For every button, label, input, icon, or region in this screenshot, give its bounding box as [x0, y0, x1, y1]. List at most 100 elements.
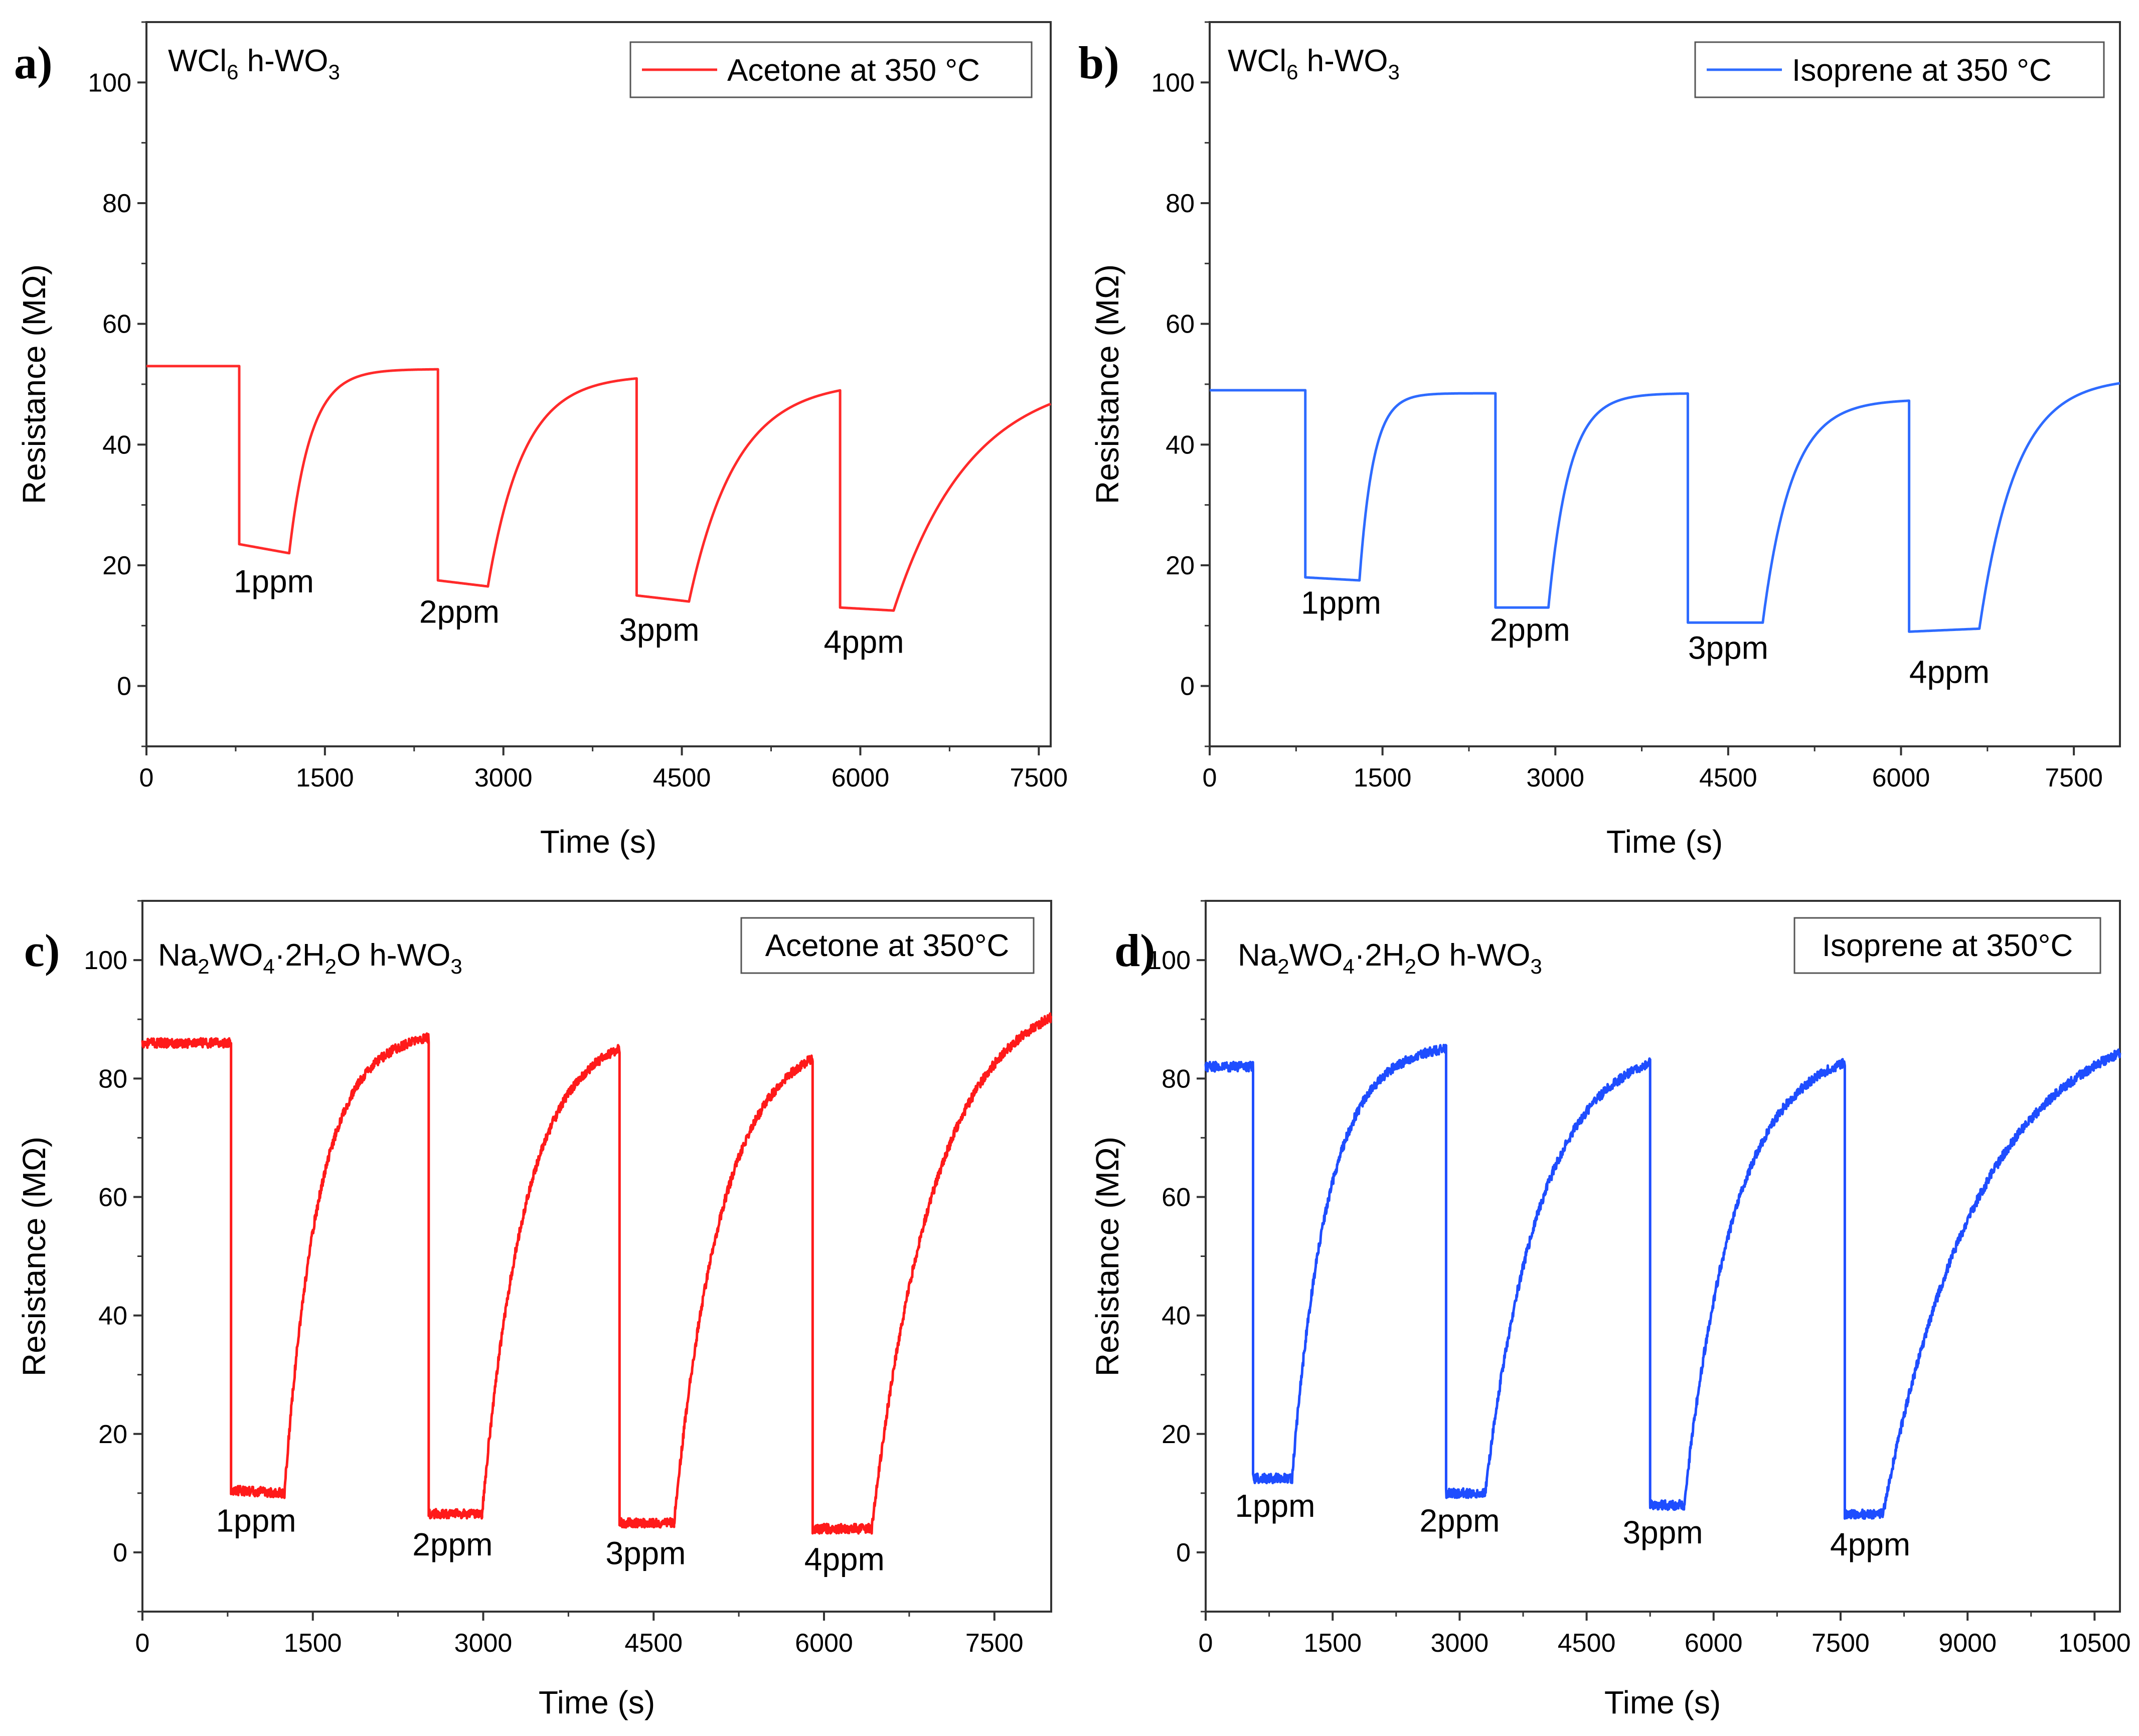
x-tick-label: 3000 [474, 763, 533, 793]
x-ticks-b: 0 1500 3000 4500 6000 7500 [1203, 746, 2103, 793]
x-tick-label: 6000 [1872, 763, 1930, 793]
sample-label: Na2WO4·2H2O h-WO3 [1238, 938, 1542, 978]
legend-label: Acetone at 350 °C [727, 53, 980, 88]
panel-b: 0 1500 3000 4500 6000 7500 0 20 40 60 80 100 1ppm 2… [1078, 21, 2121, 860]
legend-label: Isoprene at 350 °C [1792, 53, 2052, 88]
concentration-label: 4ppm [804, 1541, 885, 1577]
concentration-label: 1ppm [234, 563, 314, 599]
concentration-labels-b: 1ppm 2ppm 3ppm 4ppm [1301, 584, 1990, 690]
x-tick-label: 4500 [1558, 1629, 1616, 1658]
y-tick-label: 60 [1166, 310, 1195, 339]
y-axis-title: Resistance (MΩ) [16, 264, 52, 504]
x-tick-label: 4500 [624, 1629, 683, 1658]
sample-label: Na2WO4·2H2O h-WO3 [158, 938, 462, 978]
concentration-labels-a: 1ppm 2ppm 3ppm 4ppm [234, 563, 904, 660]
y-ticks-c: 0 20 40 60 80 100 [84, 900, 142, 1613]
plot-frame [1209, 21, 2121, 747]
y-tick-label: 20 [102, 551, 131, 580]
x-tick-label: 9000 [1938, 1629, 1997, 1658]
concentration-label: 3ppm [619, 611, 699, 648]
x-axis-title: Time (s) [540, 824, 656, 860]
concentration-label: 1ppm [1301, 584, 1381, 620]
x-tick-label: 3000 [454, 1629, 513, 1658]
y-ticks-a: 0 20 40 60 80 100 [88, 21, 146, 747]
panel-label: a) [14, 37, 53, 88]
x-tick-label: 6000 [795, 1629, 853, 1658]
legend: Isoprene at 350 °C [1694, 41, 2105, 98]
x-tick-label: 0 [139, 763, 154, 793]
concentration-label: 1ppm [1235, 1488, 1315, 1524]
x-tick-label: 6000 [1685, 1629, 1743, 1658]
y-tick-label: 40 [98, 1302, 127, 1331]
concentration-label: 1ppm [216, 1503, 296, 1539]
legend: Acetone at 350 °C [629, 41, 1033, 98]
y-tick-label: 100 [84, 946, 127, 975]
resistance-trace-b [1209, 382, 2121, 633]
concentration-label: 2ppm [412, 1526, 492, 1562]
x-tick-label: 1500 [1303, 1629, 1362, 1658]
legend-label: Isoprene at 350°C [1822, 928, 2073, 963]
legend-box [740, 917, 1035, 974]
concentration-label: 4ppm [824, 623, 904, 660]
legend: Acetone at 350°C [740, 917, 1035, 974]
x-axis-title: Time (s) [1606, 824, 1723, 860]
legend-label: Acetone at 350°C [765, 928, 1010, 963]
y-tick-label: 20 [1166, 551, 1195, 580]
sample-label: WCl6 h-WO3 [1228, 44, 1400, 84]
x-axis-title: Time (s) [1604, 1684, 1721, 1720]
x-tick-label: 0 [135, 1629, 150, 1658]
x-tick-label: 1500 [284, 1629, 342, 1658]
y-ticks-d: 0 20 40 60 80 100 [1147, 900, 1206, 1613]
legend: Isoprene at 350°C [1793, 917, 2101, 974]
concentration-label: 2ppm [419, 593, 500, 629]
concentration-label: 3ppm [1688, 630, 1768, 666]
y-axis-title: Resistance (MΩ) [1089, 264, 1125, 504]
y-tick-label: 0 [117, 672, 131, 701]
x-tick-label: 1500 [296, 763, 354, 793]
panel-a: 0 1500 3000 4500 6000 7500 0 20 40 60 80 100 1ppm 2… [14, 21, 1068, 860]
y-tick-label: 40 [1166, 430, 1195, 459]
x-axis-title: Time (s) [539, 1684, 655, 1720]
x-tick-label: 4500 [1699, 763, 1757, 793]
concentration-label: 2ppm [1490, 611, 1570, 648]
x-tick-label: 0 [1203, 763, 1217, 793]
concentration-label: 3ppm [605, 1535, 686, 1571]
y-tick-label: 80 [1162, 1064, 1191, 1093]
y-tick-label: 100 [1147, 946, 1191, 975]
concentration-label: 4ppm [1909, 654, 1990, 690]
x-ticks-a: 0 1500 3000 4500 6000 7500 [139, 746, 1068, 793]
y-tick-label: 0 [1176, 1538, 1191, 1567]
concentration-label: 4ppm [1830, 1526, 1910, 1562]
y-tick-label: 80 [102, 189, 131, 218]
x-tick-label: 7500 [965, 1629, 1024, 1658]
x-ticks-d: 0 1500 3000 4500 6000 7500 9000 10500 [1199, 1612, 2131, 1658]
y-tick-label: 0 [113, 1538, 127, 1567]
legend-box [1793, 917, 2101, 974]
y-tick-label: 0 [1180, 672, 1195, 701]
x-ticks-c: 0 1500 3000 4500 6000 7500 [135, 1612, 1024, 1658]
sample-label: WCl6 h-WO3 [168, 44, 340, 84]
panel-label: c) [24, 925, 60, 976]
x-tick-label: 4500 [653, 763, 711, 793]
panel-d: 0 1500 3000 4500 6000 7500 9000 10500 0 20 40 60 80… [1089, 900, 2131, 1720]
resistance-trace-a [145, 365, 1052, 612]
y-tick-label: 20 [98, 1420, 127, 1449]
resistance-trace-c [141, 1012, 1053, 1535]
y-tick-label: 60 [1162, 1183, 1191, 1212]
y-tick-label: 40 [1162, 1302, 1191, 1331]
y-tick-label: 80 [98, 1064, 127, 1093]
concentration-labels-c: 1ppm 2ppm 3ppm 4ppm [216, 1503, 884, 1577]
panel-label: b) [1078, 37, 1119, 88]
y-tick-label: 20 [1162, 1420, 1191, 1449]
y-tick-label: 60 [102, 310, 131, 339]
x-tick-label: 3000 [1431, 1629, 1489, 1658]
x-tick-label: 7500 [1812, 1629, 1870, 1658]
y-axis-title: Resistance (MΩ) [1089, 1137, 1125, 1376]
panel-c: 0 1500 3000 4500 6000 7500 0 20 40 60 80 100 1ppm 2… [16, 900, 1053, 1720]
y-ticks-b: 0 20 40 60 80 100 [1151, 21, 1210, 747]
x-tick-label: 7500 [2045, 763, 2103, 793]
x-tick-label: 10500 [2058, 1629, 2131, 1658]
concentration-label: 2ppm [1419, 1503, 1500, 1539]
y-axis-title: Resistance (MΩ) [16, 1137, 52, 1376]
